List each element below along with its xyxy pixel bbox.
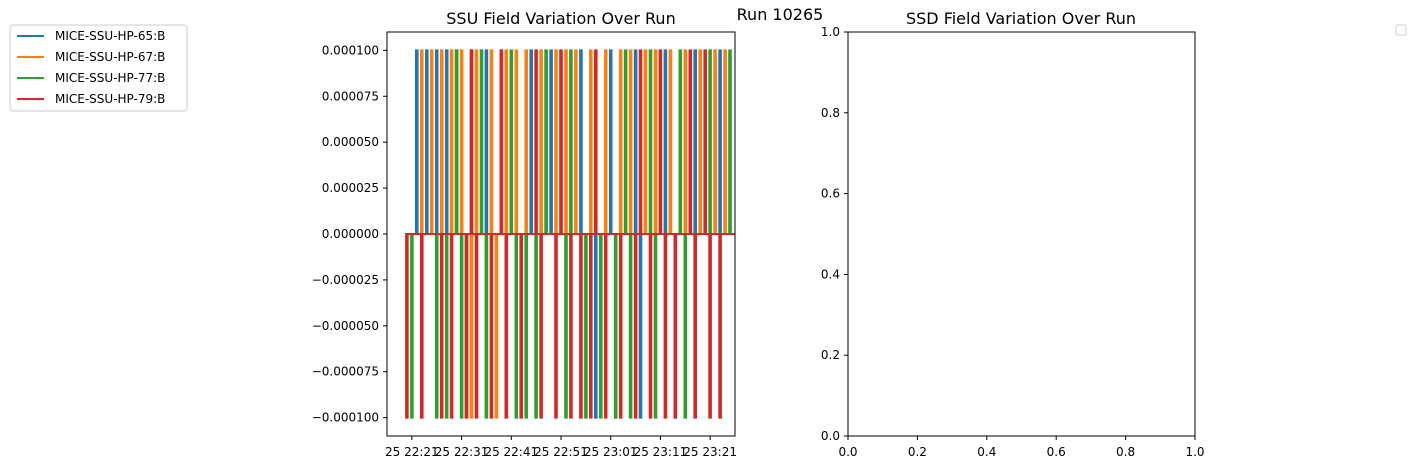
ssu-x-tick-label: 25 23:01 [584,445,638,459]
ssd-y-tick-label: 0.4 [821,267,840,281]
ssu-x-tick-label: 25 23:21 [683,445,737,459]
ssu-x-tick-label: 25 22:31 [435,445,489,459]
ssd-x-tick-label: 0.4 [977,445,996,459]
ssd-plot-frame [847,31,1196,437]
ssd-y-tick-label: 0.8 [821,106,840,120]
ssu-x-tick-label: 25 22:41 [484,445,538,459]
ssu-x-tick-label: 25 22:21 [385,445,439,459]
ssd-chart: SSD Field Variation Over Run 0.00.20.40.… [821,9,1205,459]
ssd-y-tick-label: 0.6 [821,187,840,201]
ssd-x-tick-label: 0.0 [838,445,857,459]
ssu-y-tick-label: −0.000025 [312,273,379,287]
ssu-y-tick-label: 0.000075 [322,89,379,103]
ssu-y-tick-label: 0.000100 [322,43,379,57]
legend-right-empty [1395,24,1407,36]
ssd-x-tick-label: 0.8 [1116,445,1135,459]
ssd-y-tick-label: 0.0 [821,429,840,443]
legend-label: MICE-SSU-HP-79:B [55,92,165,106]
ssd-y-tick-label: 1.0 [821,25,840,39]
legend-label: MICE-SSU-HP-65:B [55,29,165,43]
ssu-y-tick-label: 0.000000 [322,227,379,241]
legend-label: MICE-SSU-HP-67:B [55,50,165,64]
ssu-y-tick-label: 0.000025 [322,181,379,195]
ssd-x-tick-label: 1.0 [1185,445,1204,459]
ssu-x-tick-label: 25 22:51 [534,445,588,459]
ssd-y-tick-label: 0.2 [821,348,840,362]
ssu-series-line-4 [405,49,735,419]
legend-left-frame [9,24,188,112]
ssu-chart: SSU Field Variation Over Run 0.0001000.0… [312,9,737,459]
ssd-chart-title: SSD Field Variation Over Run [906,9,1136,28]
ssu-series-group [405,49,735,419]
ssu-y-tick-label: −0.000100 [312,411,379,425]
legend-entries: MICE-SSU-HP-65:B MICE-SSU-HP-67:B MICE-SSU… [17,29,165,106]
legend-left: MICE-SSU-HP-65:B MICE-SSU-HP-67:B MICE-SSU… [9,24,188,112]
ssd-x-ticks: 0.0 0.2 0.4 0.6 0.8 1.0 [838,436,1205,459]
ssu-y-tick-label: −0.000075 [312,365,379,379]
figure-suptitle: Run 10265 [737,5,824,24]
ssu-x-tick-label: 25 23:11 [634,445,688,459]
ssd-x-tick-label: 0.2 [908,445,927,459]
legend-label: MICE-SSU-HP-77:B [55,71,165,85]
ssd-x-tick-label: 0.6 [1047,445,1066,459]
ssu-y-tick-label: −0.000050 [312,319,379,333]
ssu-y-ticks: 0.000100 0.000075 0.000050 0.000025 0.000000… [312,43,387,425]
ssd-y-ticks: 0.0 0.2 0.4 0.6 0.8 1.0 [821,25,848,443]
ssu-chart-title: SSU Field Variation Over Run [446,9,675,28]
ssu-y-tick-label: 0.000050 [322,135,379,149]
